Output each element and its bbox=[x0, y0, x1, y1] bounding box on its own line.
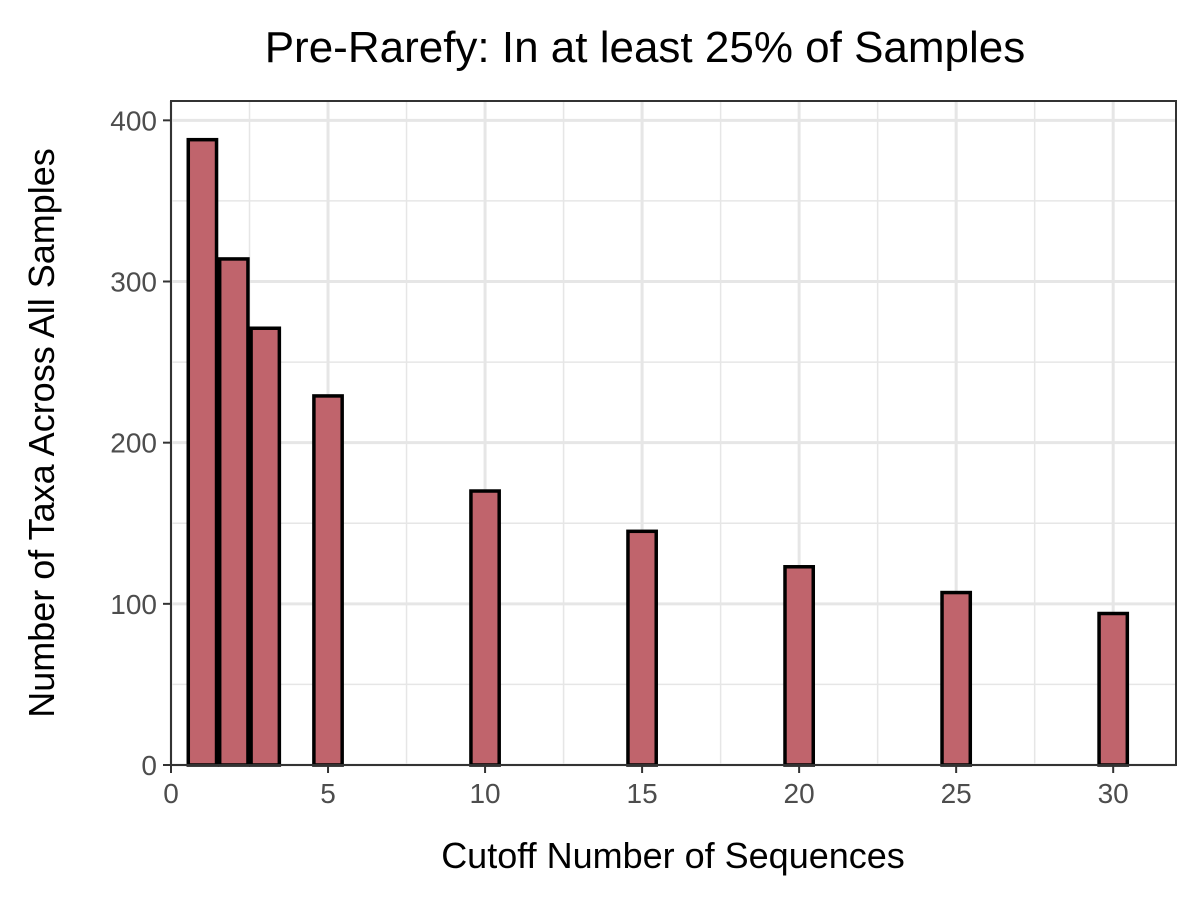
x-tick-label: 15 bbox=[627, 778, 658, 809]
y-tick-label: 0 bbox=[141, 750, 157, 781]
bar-2 bbox=[217, 257, 250, 767]
y-tick-label: 400 bbox=[110, 105, 157, 136]
chart-title: Pre-Rarefy: In at least 25% of Samples bbox=[265, 23, 1026, 72]
bar-1 bbox=[186, 137, 219, 767]
bar-10 bbox=[469, 489, 501, 767]
bar-5 bbox=[312, 394, 344, 767]
bars bbox=[186, 137, 1130, 767]
y-tick-label: 300 bbox=[110, 267, 157, 298]
x-tick-label: 25 bbox=[941, 778, 972, 809]
x-tick-label: 30 bbox=[1098, 778, 1129, 809]
bar-30 bbox=[1097, 611, 1130, 767]
bar-3 bbox=[249, 326, 282, 767]
bar-20 bbox=[783, 565, 816, 767]
y-tick-label: 200 bbox=[110, 428, 157, 459]
x-axis-title: Cutoff Number of Sequences bbox=[441, 835, 905, 876]
bar-25 bbox=[940, 590, 973, 767]
x-tick-label: 0 bbox=[163, 778, 179, 809]
plot-panel bbox=[170, 100, 1177, 766]
y-axis-title: Number of Taxa Across All Samples bbox=[21, 148, 62, 718]
bar-15 bbox=[626, 529, 658, 767]
y-tick-label: 100 bbox=[110, 589, 157, 620]
x-tick-label: 5 bbox=[320, 778, 336, 809]
x-tick-label: 10 bbox=[469, 778, 500, 809]
x-tick-label: 20 bbox=[784, 778, 815, 809]
